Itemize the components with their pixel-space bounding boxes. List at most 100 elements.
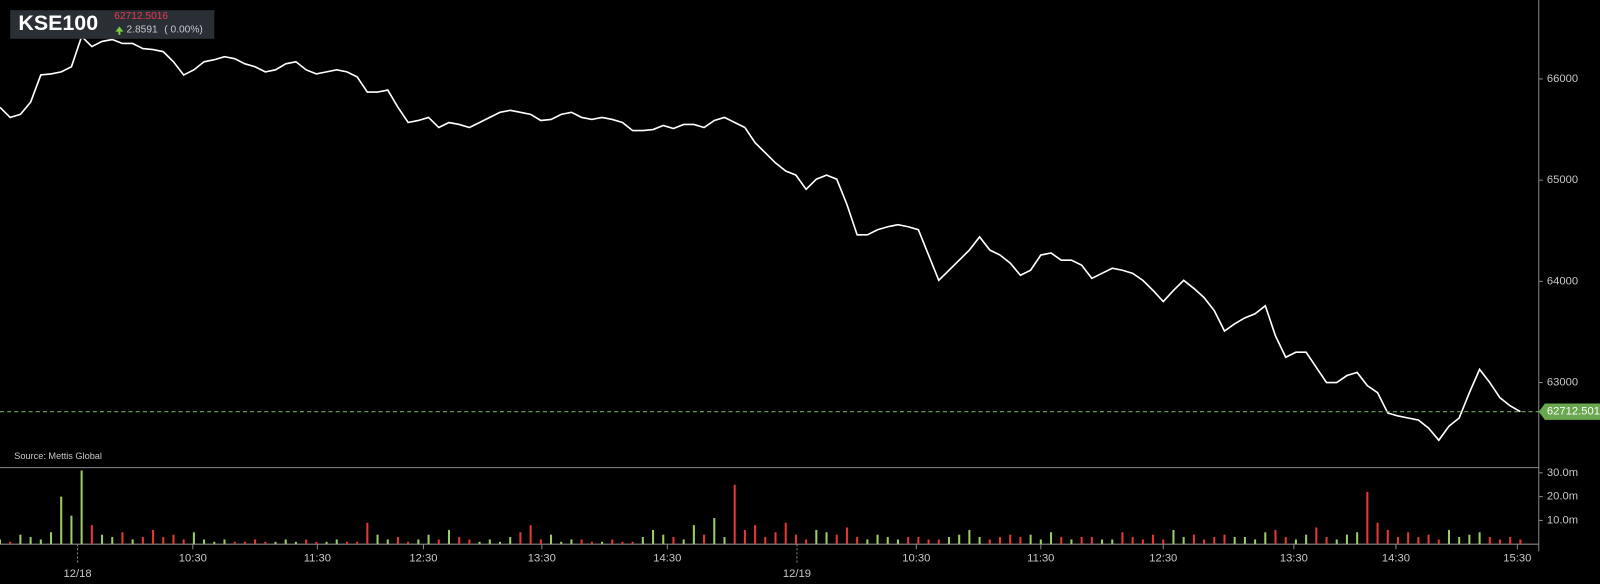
volume-bar xyxy=(692,525,695,545)
volume-bar xyxy=(978,537,981,545)
last-price-tag xyxy=(1538,403,1600,420)
x-tick-label: 12:30 xyxy=(1149,552,1177,564)
volume-bar xyxy=(131,539,134,545)
volume-bar xyxy=(917,537,920,545)
volume-bar xyxy=(590,541,593,545)
volume-bar xyxy=(1080,537,1083,545)
volume-bar xyxy=(407,541,410,545)
volume-bar xyxy=(825,532,828,545)
volume-bar xyxy=(641,537,644,545)
volume-bar xyxy=(1243,537,1246,545)
volume-bar xyxy=(927,539,930,545)
volume-bar xyxy=(243,541,246,545)
volume-bar xyxy=(305,539,308,545)
volume-bar xyxy=(1356,532,1359,545)
volume-bar xyxy=(458,537,461,545)
volume-bar xyxy=(1131,537,1134,545)
volume-bar xyxy=(376,534,379,545)
volume-bar xyxy=(70,515,73,545)
volume-bar xyxy=(1478,532,1481,545)
volume-bar xyxy=(856,537,859,545)
volume-bar xyxy=(335,539,338,545)
volume-bar xyxy=(417,539,420,545)
volume-bar xyxy=(29,537,32,545)
volume-bar xyxy=(1029,534,1032,545)
volume-bar xyxy=(1294,539,1297,545)
volume-bar xyxy=(1366,491,1369,545)
header-box xyxy=(10,10,215,39)
y-tick-label: 64000 xyxy=(1547,275,1578,287)
volume-bar xyxy=(1376,522,1379,545)
volume-bar xyxy=(1345,534,1348,545)
volume-bar xyxy=(937,539,940,545)
volume-bar xyxy=(437,539,440,545)
volume-bar xyxy=(386,539,389,545)
volume-bar xyxy=(1254,539,1257,545)
date-label: 12/18 xyxy=(64,568,92,580)
volume-bar xyxy=(1325,537,1328,545)
volume-bar xyxy=(39,539,42,545)
volume-bar xyxy=(519,532,522,545)
volume-bar xyxy=(396,537,399,545)
up-arrow xyxy=(115,26,124,35)
volume-bar xyxy=(743,529,746,545)
volume-bar xyxy=(1121,532,1124,545)
volume-bar xyxy=(845,527,848,545)
y-tick-label: 65000 xyxy=(1547,174,1578,186)
volume-bar xyxy=(233,541,236,545)
volume-bar xyxy=(764,537,767,545)
volume-bar xyxy=(345,541,348,545)
volume-bar xyxy=(998,537,1002,545)
volume-bar xyxy=(947,537,950,545)
volume-bar xyxy=(988,539,991,545)
volume-bar xyxy=(805,539,808,545)
volume-bar xyxy=(1090,537,1093,545)
x-tick-label: 14:30 xyxy=(653,552,681,564)
volume-bar xyxy=(774,532,777,545)
volume-bar xyxy=(284,539,287,545)
change: 2.8591 xyxy=(127,24,158,35)
volume-bar xyxy=(121,532,124,545)
volume-bar xyxy=(815,529,818,545)
volume-bar xyxy=(9,541,12,545)
volume-bar xyxy=(1335,539,1338,545)
volume-bar xyxy=(1019,537,1022,545)
y-tick-label: 66000 xyxy=(1547,73,1578,85)
volume-bar xyxy=(192,532,195,545)
volume-bar xyxy=(447,529,450,545)
volume-bar xyxy=(784,522,787,545)
volume-bar xyxy=(468,539,471,545)
volume-bar xyxy=(703,534,706,545)
volume-bar xyxy=(1172,529,1175,545)
volume-bar xyxy=(682,539,685,545)
volume-bar xyxy=(1417,537,1420,545)
volume-bar xyxy=(1213,537,1216,545)
volume-bar xyxy=(478,541,481,545)
x-tick-label: 14:30 xyxy=(1382,552,1410,564)
volume-bar xyxy=(274,541,277,545)
volume-bar xyxy=(1192,534,1195,545)
volume-bar xyxy=(264,541,267,545)
volume-bar xyxy=(1407,532,1410,545)
source: Source: Mettis Global xyxy=(14,451,102,461)
volume-bar xyxy=(1468,534,1471,545)
x-tick-label: 10:30 xyxy=(902,552,930,564)
volume-bar xyxy=(111,537,114,545)
plot xyxy=(0,34,1522,545)
x-tick-label: 11:30 xyxy=(304,552,331,564)
x-tick-label: 15:30 xyxy=(1503,552,1531,564)
volume-bar xyxy=(294,541,297,545)
volume-bar xyxy=(662,534,665,545)
volume-tick-label: 30.0m xyxy=(1547,467,1578,479)
volume-bar xyxy=(1223,534,1226,545)
volume-bar xyxy=(101,534,104,545)
volume-bar xyxy=(152,529,155,545)
volume-bar xyxy=(141,537,144,545)
volume-bar xyxy=(968,529,971,545)
volume-bar xyxy=(1498,539,1502,545)
volume-bar xyxy=(509,537,512,545)
volume-bar xyxy=(213,541,216,545)
volume-bar xyxy=(325,541,328,545)
